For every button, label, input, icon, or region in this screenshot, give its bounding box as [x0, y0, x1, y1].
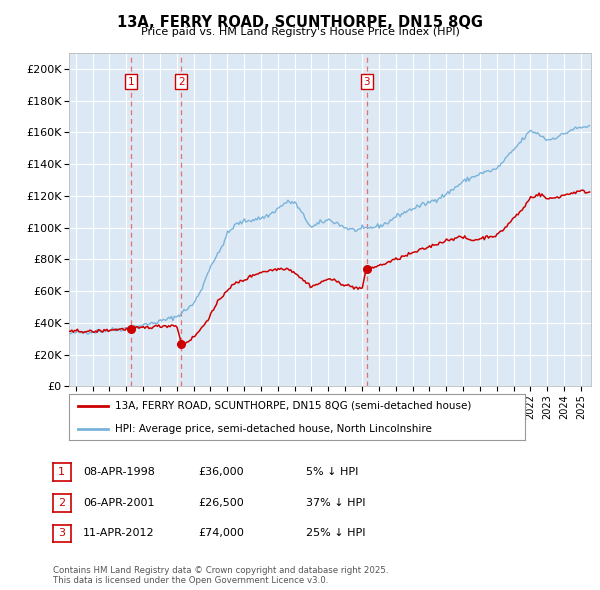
Text: 5% ↓ HPI: 5% ↓ HPI — [306, 467, 358, 477]
Text: 2: 2 — [58, 498, 65, 507]
Text: 08-APR-1998: 08-APR-1998 — [83, 467, 155, 477]
Text: Contains HM Land Registry data © Crown copyright and database right 2025.
This d: Contains HM Land Registry data © Crown c… — [53, 566, 388, 585]
Text: 11-APR-2012: 11-APR-2012 — [83, 529, 154, 538]
Text: Price paid vs. HM Land Registry's House Price Index (HPI): Price paid vs. HM Land Registry's House … — [140, 27, 460, 37]
Text: 06-APR-2001: 06-APR-2001 — [83, 498, 154, 507]
Text: 2: 2 — [178, 77, 185, 87]
Text: 37% ↓ HPI: 37% ↓ HPI — [306, 498, 365, 507]
Text: 13A, FERRY ROAD, SCUNTHORPE, DN15 8QG (semi-detached house): 13A, FERRY ROAD, SCUNTHORPE, DN15 8QG (s… — [115, 401, 471, 411]
Text: HPI: Average price, semi-detached house, North Lincolnshire: HPI: Average price, semi-detached house,… — [115, 424, 431, 434]
Text: £74,000: £74,000 — [198, 529, 244, 538]
Text: £26,500: £26,500 — [198, 498, 244, 507]
Text: 3: 3 — [364, 77, 370, 87]
Text: £36,000: £36,000 — [198, 467, 244, 477]
Text: 1: 1 — [127, 77, 134, 87]
Text: 3: 3 — [58, 529, 65, 538]
Text: 1: 1 — [58, 467, 65, 477]
Text: 25% ↓ HPI: 25% ↓ HPI — [306, 529, 365, 538]
Text: 13A, FERRY ROAD, SCUNTHORPE, DN15 8QG: 13A, FERRY ROAD, SCUNTHORPE, DN15 8QG — [117, 15, 483, 30]
